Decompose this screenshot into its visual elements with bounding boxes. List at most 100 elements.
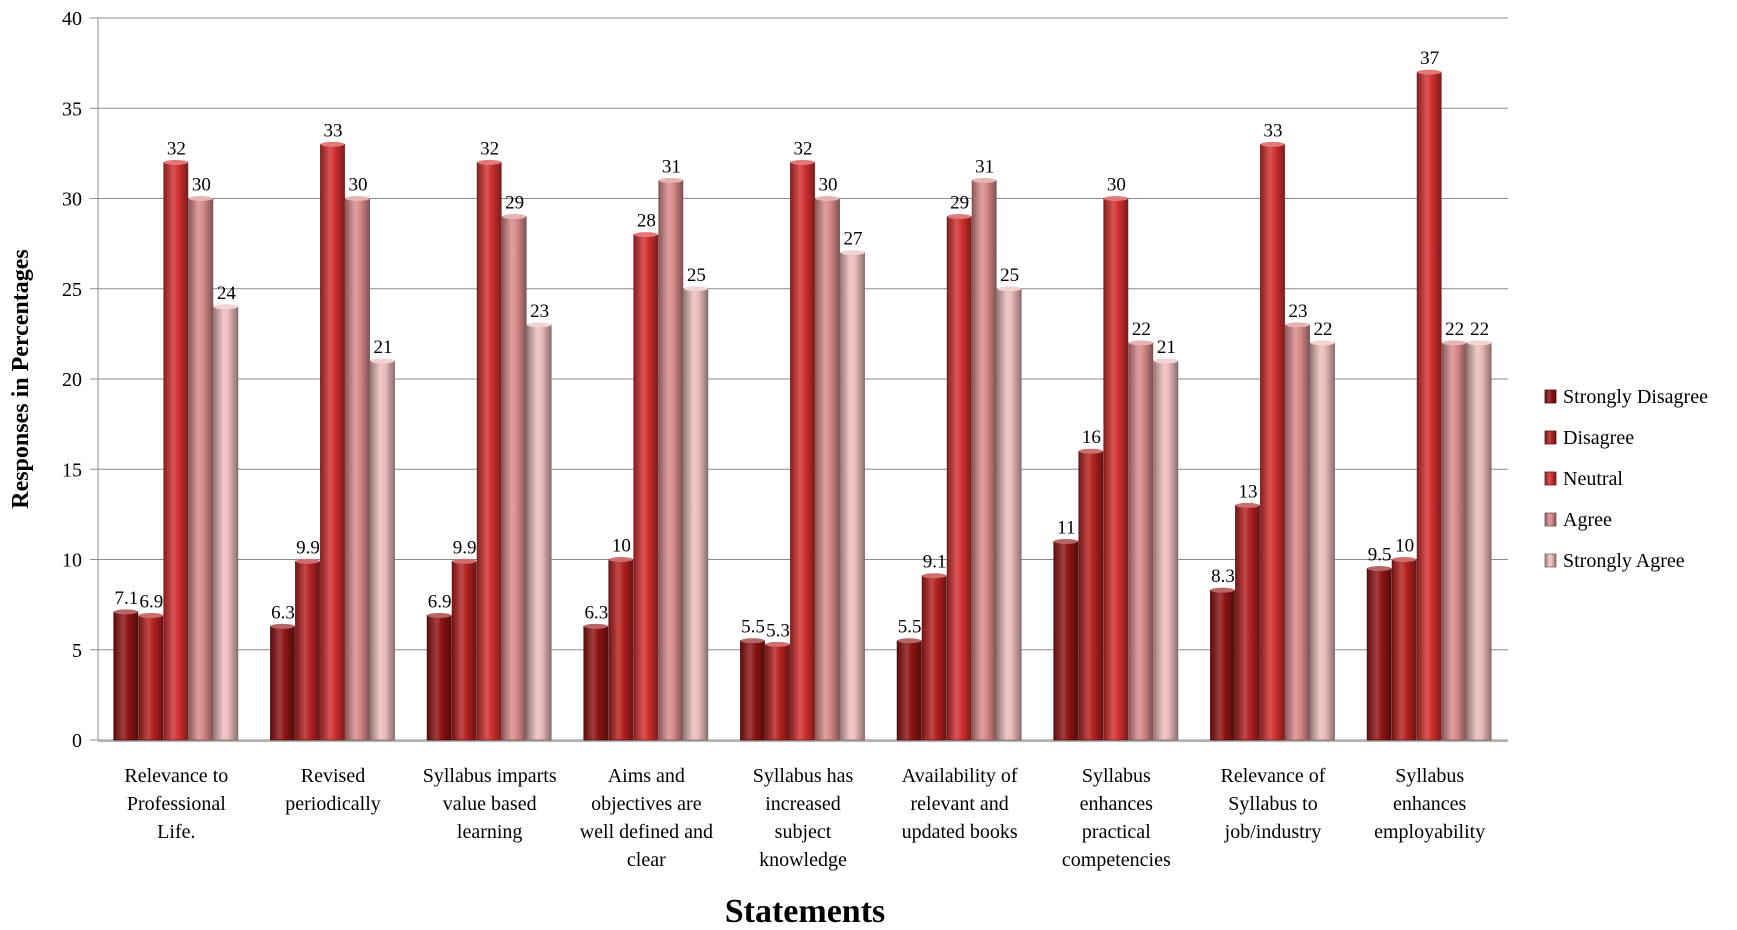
bar-cap [583, 623, 608, 629]
data-label: 33 [324, 120, 343, 141]
bar-cap [295, 558, 320, 564]
bar-cap [452, 558, 477, 564]
bar-cap [1260, 141, 1285, 147]
bar-agree [971, 180, 997, 741]
bar-cap [345, 196, 370, 201]
x-axis-floor [98, 740, 1508, 742]
x-category-label: Availability of relevant and updated books [902, 765, 1018, 843]
axes: 0 5 10 15 20 25 30 35 40 [62, 8, 1508, 752]
bar-cap [658, 177, 683, 183]
data-label: 25 [1000, 265, 1019, 286]
data-label: 23 [1289, 301, 1308, 322]
data-label: 9.1 [923, 552, 947, 573]
bar-strongly-disagree [1366, 568, 1392, 741]
bar-strongly-disagree [270, 625, 295, 741]
data-label: 11 [1057, 517, 1075, 538]
data-label: 6.3 [584, 602, 608, 623]
y-tick-label: 35 [62, 98, 82, 120]
bar-cap [922, 573, 947, 579]
x-category-label: Relevance to Professional Life. [124, 765, 228, 843]
data-label: 32 [167, 138, 186, 159]
data-label: 29 [950, 193, 969, 214]
data-label: 5.3 [766, 620, 790, 641]
bar-disagree [1078, 450, 1104, 741]
data-label: 9.9 [296, 537, 320, 558]
bar-agree [345, 198, 370, 741]
bar-strongly-agree [996, 288, 1022, 741]
bar-cap [1285, 322, 1310, 328]
bar-cap [790, 159, 815, 165]
bar-cap [1128, 340, 1153, 346]
bar-neutral [790, 161, 815, 741]
bar-disagree [138, 615, 164, 741]
data-label: 22 [1132, 319, 1151, 340]
data-label: 22 [1445, 319, 1464, 340]
y-axis-title: Responses in Percentages [8, 249, 34, 509]
data-label: 21 [374, 337, 393, 358]
bar-cap [1078, 448, 1103, 454]
data-label: 23 [530, 301, 549, 322]
data-label: 37 [1420, 48, 1439, 69]
bar-strongly-agree [1310, 342, 1335, 741]
data-label: 22 [1314, 319, 1333, 340]
legend-swatch [1544, 553, 1557, 568]
bar-neutral [946, 216, 972, 741]
y-tick-label: 10 [62, 550, 82, 572]
x-category-label: Syllabus enhances practical competencies [1062, 765, 1171, 871]
data-label: 31 [662, 156, 681, 177]
data-label: 10 [612, 536, 631, 557]
data-label: 31 [975, 156, 994, 177]
bar-strongly-disagree [740, 640, 765, 741]
bar-cap [633, 232, 658, 238]
bar-cap [188, 196, 213, 201]
legend-swatch [1544, 430, 1557, 445]
bar-agree [1128, 342, 1154, 741]
bar-cap [113, 609, 138, 615]
data-label: 29 [505, 193, 524, 214]
bar-strongly-disagree [896, 640, 922, 741]
bar-strongly-agree [683, 288, 709, 741]
data-label: 32 [794, 138, 813, 159]
data-label: 13 [1239, 481, 1258, 502]
bar-cap [815, 196, 840, 201]
data-label: 6.9 [139, 591, 163, 612]
data-label: 30 [819, 175, 838, 196]
bar-strongly-agree [526, 324, 552, 741]
bar-cap [1310, 340, 1335, 346]
data-label: 22 [1470, 319, 1489, 340]
bar-strongly-agree [1466, 342, 1492, 741]
bar-cap [608, 557, 633, 562]
bar-disagree [1235, 504, 1260, 741]
bar-strongly-disagree [426, 615, 452, 741]
x-category-label: Syllabus has increased subject knowledge [753, 765, 854, 871]
x-category-label: Relevance of Syllabus to job/industry [1221, 765, 1326, 843]
bar-neutral [476, 161, 502, 741]
bar-disagree [608, 559, 634, 741]
data-label: 21 [1157, 337, 1176, 358]
bar-strongly-agree [840, 252, 865, 741]
bar-cap [897, 638, 922, 644]
y-tick-label: 5 [72, 640, 82, 662]
category-labels: Relevance to Professional Life. Revised peri… [124, 765, 1485, 871]
bar-cap [1053, 538, 1078, 544]
x-axis-title: Statements [725, 893, 886, 930]
data-label: 32 [480, 138, 499, 159]
legend-label: Disagree [1563, 427, 1634, 449]
y-tick-label: 40 [62, 8, 82, 30]
y-tick-label: 15 [62, 459, 82, 481]
legend-swatch [1544, 471, 1557, 486]
data-label: 5.5 [898, 617, 922, 638]
y-tick-label: 25 [62, 279, 82, 301]
legend-swatch [1544, 389, 1557, 404]
bar-cap [213, 304, 238, 310]
data-label: 6.3 [271, 602, 295, 623]
bar-disagree [765, 643, 790, 741]
bar-strongly-disagree [113, 611, 139, 741]
bar-cap [370, 358, 395, 364]
legend-label: Neutral [1563, 468, 1623, 490]
y-tick-label: 0 [72, 730, 82, 752]
bar-cap [683, 286, 708, 292]
data-label: 5.5 [741, 617, 765, 638]
data-label: 7.1 [114, 588, 138, 609]
